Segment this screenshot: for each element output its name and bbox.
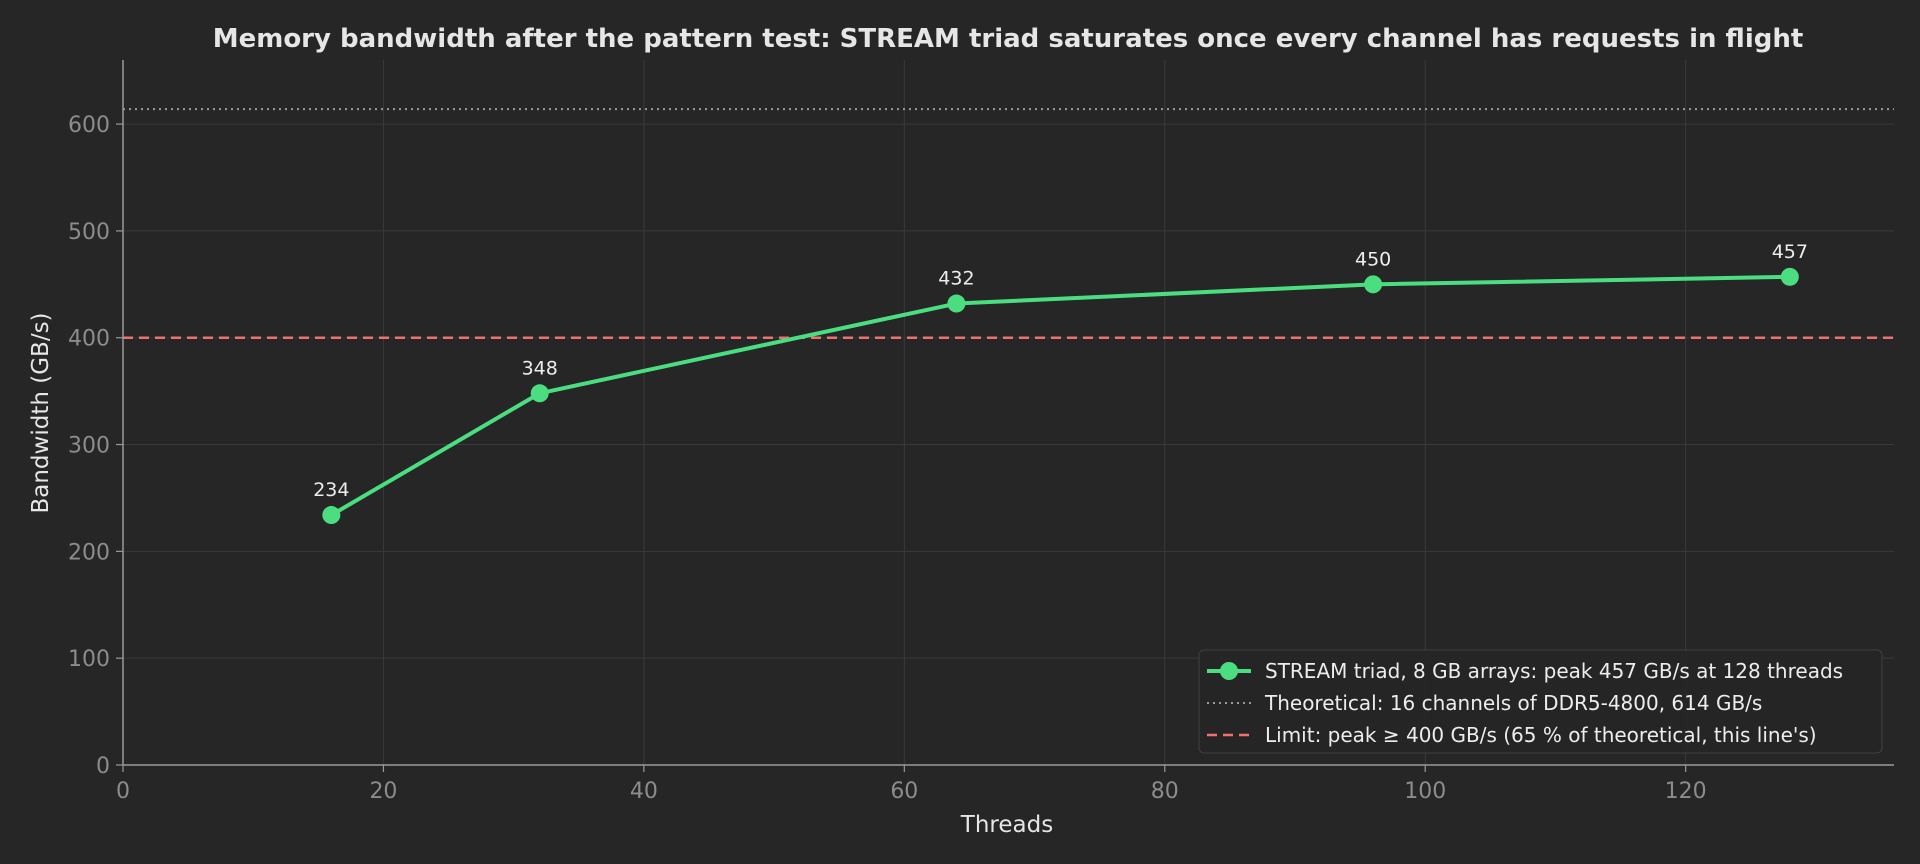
axes: 0 20 40 60 80 100 120 0 100 200 300 400 500 600 [68, 60, 1894, 804]
y-axis-label: Bandwidth (GB/s) [28, 312, 54, 513]
x-tick-label: 100 [1404, 779, 1446, 804]
data-point [1364, 275, 1383, 294]
x-tick-label: 40 [630, 779, 658, 804]
legend-frame [1198, 649, 1883, 754]
y-tick-label: 0 [96, 754, 110, 779]
x-axis-label: Threads [960, 812, 1053, 838]
legend-handle-marker [1220, 662, 1238, 680]
data-point [322, 506, 341, 525]
data-label: 432 [938, 268, 974, 290]
y-tick-label: 400 [68, 327, 110, 352]
y-tick-label: 600 [68, 113, 110, 138]
legend-label: Theoretical: 16 channels of DDR5-4800, 6… [1264, 691, 1762, 715]
x-tick-label: 80 [1151, 779, 1179, 804]
data-label: 450 [1355, 248, 1391, 270]
series-stream-triad: 234 348 432 450 457 [313, 241, 1808, 525]
data-label: 234 [313, 479, 349, 501]
y-tick-label: 300 [68, 434, 110, 459]
data-label: 457 [1772, 241, 1808, 263]
data-point [1780, 267, 1799, 286]
x-tick-label: 120 [1665, 779, 1707, 804]
legend-label: Limit: peak ≥ 400 GB/s (65 % of theoreti… [1265, 723, 1817, 747]
legend-label: STREAM triad, 8 GB arrays: peak 457 GB/s… [1265, 659, 1843, 683]
y-tick-label: 100 [68, 647, 110, 672]
data-point [947, 294, 966, 313]
legend: STREAM triad, 8 GB arrays: peak 457 GB/s… [1198, 649, 1883, 754]
y-tick-label: 500 [68, 220, 110, 245]
data-label: 348 [522, 357, 558, 379]
data-point [530, 384, 549, 403]
y-tick-label: 200 [68, 540, 110, 565]
reference-lines [123, 108, 1894, 339]
x-tick-label: 0 [116, 779, 130, 804]
x-tick-label: 60 [890, 779, 918, 804]
chart-title: Memory bandwidth after the pattern test:… [213, 24, 1804, 54]
x-tick-label: 20 [369, 779, 397, 804]
